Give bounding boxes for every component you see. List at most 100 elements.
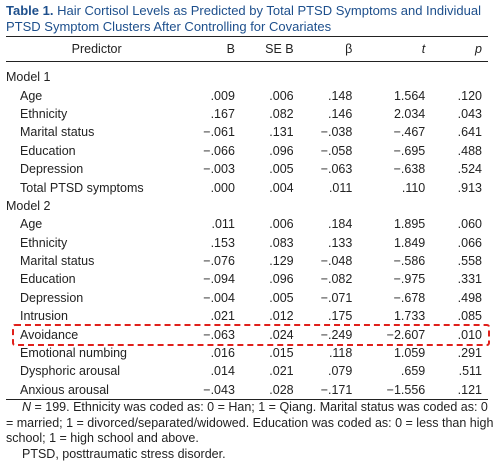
table-row: Age .011 .006 .184 1.895 .060 xyxy=(6,215,488,233)
cell: −.063 xyxy=(320,162,353,177)
cell: .021 xyxy=(210,309,235,324)
cell: .015 xyxy=(269,346,294,361)
table-notes: N = 199. Ethnicity was coded as: 0 = Han… xyxy=(6,400,494,462)
cell: .129 xyxy=(269,254,294,269)
cell: −.975 xyxy=(393,272,426,287)
predictor: Depression xyxy=(20,162,84,177)
cell: .118 xyxy=(328,346,353,361)
cell: −.638 xyxy=(393,162,426,177)
cell: .000 xyxy=(210,180,235,195)
note-variable: N xyxy=(22,400,32,414)
cell: .121 xyxy=(457,382,482,397)
table-row: Emotional numbing .016 .015 .118 1.059 .291 xyxy=(6,344,488,362)
cell: −.076 xyxy=(203,254,235,269)
predictor: Education xyxy=(20,143,76,158)
cell: .153 xyxy=(210,235,235,250)
cell: .659 xyxy=(400,364,426,379)
cell: .006 xyxy=(269,88,294,103)
cell: −.043 xyxy=(203,382,235,397)
cell: −.695 xyxy=(393,143,426,158)
cell: .096 xyxy=(269,143,294,158)
predictor: Age xyxy=(20,217,43,232)
cell: −.071 xyxy=(320,290,353,305)
predictor: Education xyxy=(20,272,76,287)
table-row: Marital status −.076 .129 −.048 −.586 .558 xyxy=(6,252,488,270)
predictor: Dysphoric arousal xyxy=(20,364,121,379)
cell: −.467 xyxy=(393,125,426,140)
cell: .011 xyxy=(328,180,353,195)
cell: −.048 xyxy=(320,254,353,269)
predictor: Marital status xyxy=(20,254,95,269)
predictor: Ethnicity xyxy=(20,106,68,121)
cell: −.004 xyxy=(203,290,235,305)
table: Predictor B SE B β t p Model 1 Age .009 .006 .148… xyxy=(6,36,488,400)
cell: .133 xyxy=(328,235,353,250)
cell: .175 xyxy=(328,309,353,324)
header-row: Predictor B SE B β t p xyxy=(6,36,488,62)
cell: .011 xyxy=(211,217,235,232)
cell: −.586 xyxy=(393,254,426,269)
table-row: Marital status −.061 .131 −.038 −.467 .641 xyxy=(6,123,488,141)
cell: −.094 xyxy=(203,272,235,287)
cell: .558 xyxy=(457,254,482,269)
cell: .028 xyxy=(269,382,294,397)
cell: −.003 xyxy=(203,162,235,177)
cell: .079 xyxy=(328,364,353,379)
table-row: Dysphoric arousal .014 .021 .079 .659 .511 xyxy=(6,362,488,380)
predictor: Avoidance xyxy=(20,327,79,342)
cell: .066 xyxy=(457,235,482,250)
cell: .291 xyxy=(457,346,482,361)
header-cell: B xyxy=(226,42,235,56)
cell: .120 xyxy=(457,88,482,103)
section-row: Model 1 xyxy=(6,62,488,87)
cell: 1.733 xyxy=(393,309,426,324)
cell: 1.564 xyxy=(393,88,426,103)
predictor: Total PTSD symptoms xyxy=(20,180,144,195)
cell: .082 xyxy=(269,106,294,121)
title-text: Hair Cortisol Levels as Predicted by Tot… xyxy=(6,3,481,34)
cell: .006 xyxy=(269,217,294,232)
cell: 1.059 xyxy=(393,346,426,361)
table-body: Model 1 Age .009 .006 .148 1.564 .120 Ethnicity… xyxy=(6,62,488,400)
table-label: Table 1. xyxy=(6,3,54,18)
header-cell: Predictor xyxy=(71,42,122,56)
cell: .331 xyxy=(457,272,482,287)
cell: .083 xyxy=(269,235,294,250)
table-title: Table 1. Hair Cortisol Levels as Predict… xyxy=(6,3,494,35)
cell: .167 xyxy=(210,106,235,121)
cell: .096 xyxy=(269,272,294,287)
cell: .014 xyxy=(210,364,235,379)
cell: −.038 xyxy=(320,125,353,140)
cell: −1.556 xyxy=(386,382,426,397)
cell: .005 xyxy=(269,290,294,305)
table-row: Age .009 .006 .148 1.564 .120 xyxy=(6,86,488,104)
table-row: Depression −.003 .005 −.063 −.638 .524 xyxy=(6,160,488,178)
predictor: Age xyxy=(20,88,43,103)
cell: .913 xyxy=(457,180,482,195)
predictor: Marital status xyxy=(20,125,95,140)
cell: .146 xyxy=(328,106,353,121)
predictor: Ethnicity xyxy=(20,235,68,250)
cell: −.082 xyxy=(320,272,353,287)
predictor: Anxious arousal xyxy=(20,382,109,397)
table-header: Predictor B SE B β t p xyxy=(6,36,488,62)
table-row: Ethnicity .167 .082 .146 2.034 .043 xyxy=(6,105,488,123)
cell: 1.849 xyxy=(393,235,426,250)
cell: .524 xyxy=(457,162,482,177)
cell: .043 xyxy=(457,106,482,121)
cell: .012 xyxy=(269,309,294,324)
cell: −2.607 xyxy=(386,327,426,342)
table-row: Education −.094 .096 −.082 −.975 .331 xyxy=(6,270,488,288)
abbreviation-note: PTSD, posttraumatic stress disorder. xyxy=(22,446,226,461)
cell: .024 xyxy=(269,327,294,342)
table-row: Intrusion .021 .012 .175 1.733 .085 xyxy=(6,307,488,325)
cell: .148 xyxy=(328,88,353,103)
cell: 2.034 xyxy=(393,106,426,121)
cell: .085 xyxy=(457,309,482,324)
cell: .498 xyxy=(457,290,482,305)
table-row: Ethnicity .153 .083 .133 1.849 .066 xyxy=(6,234,488,252)
header-cell: SE B xyxy=(265,42,294,56)
section-row: Model 2 xyxy=(6,197,488,215)
cell: −.061 xyxy=(203,125,235,140)
